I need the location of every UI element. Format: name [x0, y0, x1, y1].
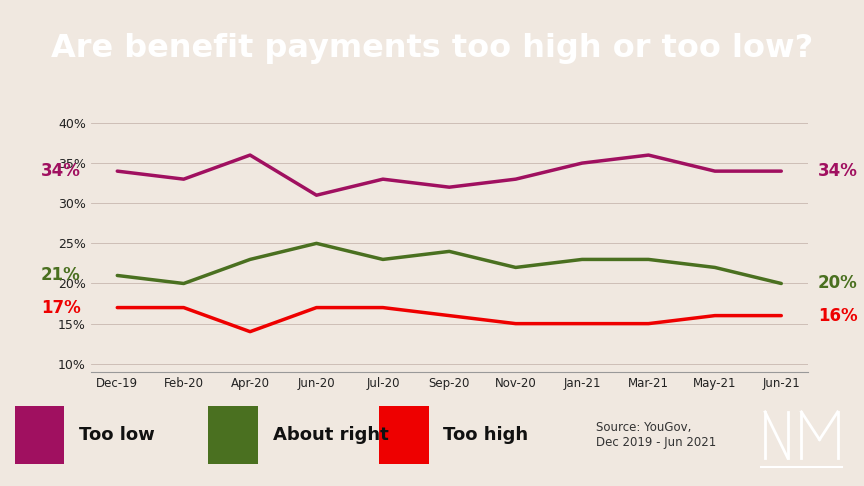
Text: 16%: 16% — [818, 307, 857, 325]
Text: 17%: 17% — [41, 298, 80, 316]
Text: Too low: Too low — [79, 426, 155, 444]
Text: 21%: 21% — [41, 266, 80, 284]
Text: Are benefit payments too high or too low?: Are benefit payments too high or too low… — [51, 33, 813, 64]
Bar — [208, 406, 258, 464]
Text: 20%: 20% — [818, 275, 858, 293]
Text: 34%: 34% — [41, 162, 80, 180]
Text: About right: About right — [273, 426, 389, 444]
Text: Source: YouGov,
Dec 2019 - Jun 2021: Source: YouGov, Dec 2019 - Jun 2021 — [596, 421, 716, 449]
Text: 34%: 34% — [818, 162, 858, 180]
Text: Too high: Too high — [443, 426, 529, 444]
Bar — [378, 406, 429, 464]
Bar — [15, 406, 65, 464]
